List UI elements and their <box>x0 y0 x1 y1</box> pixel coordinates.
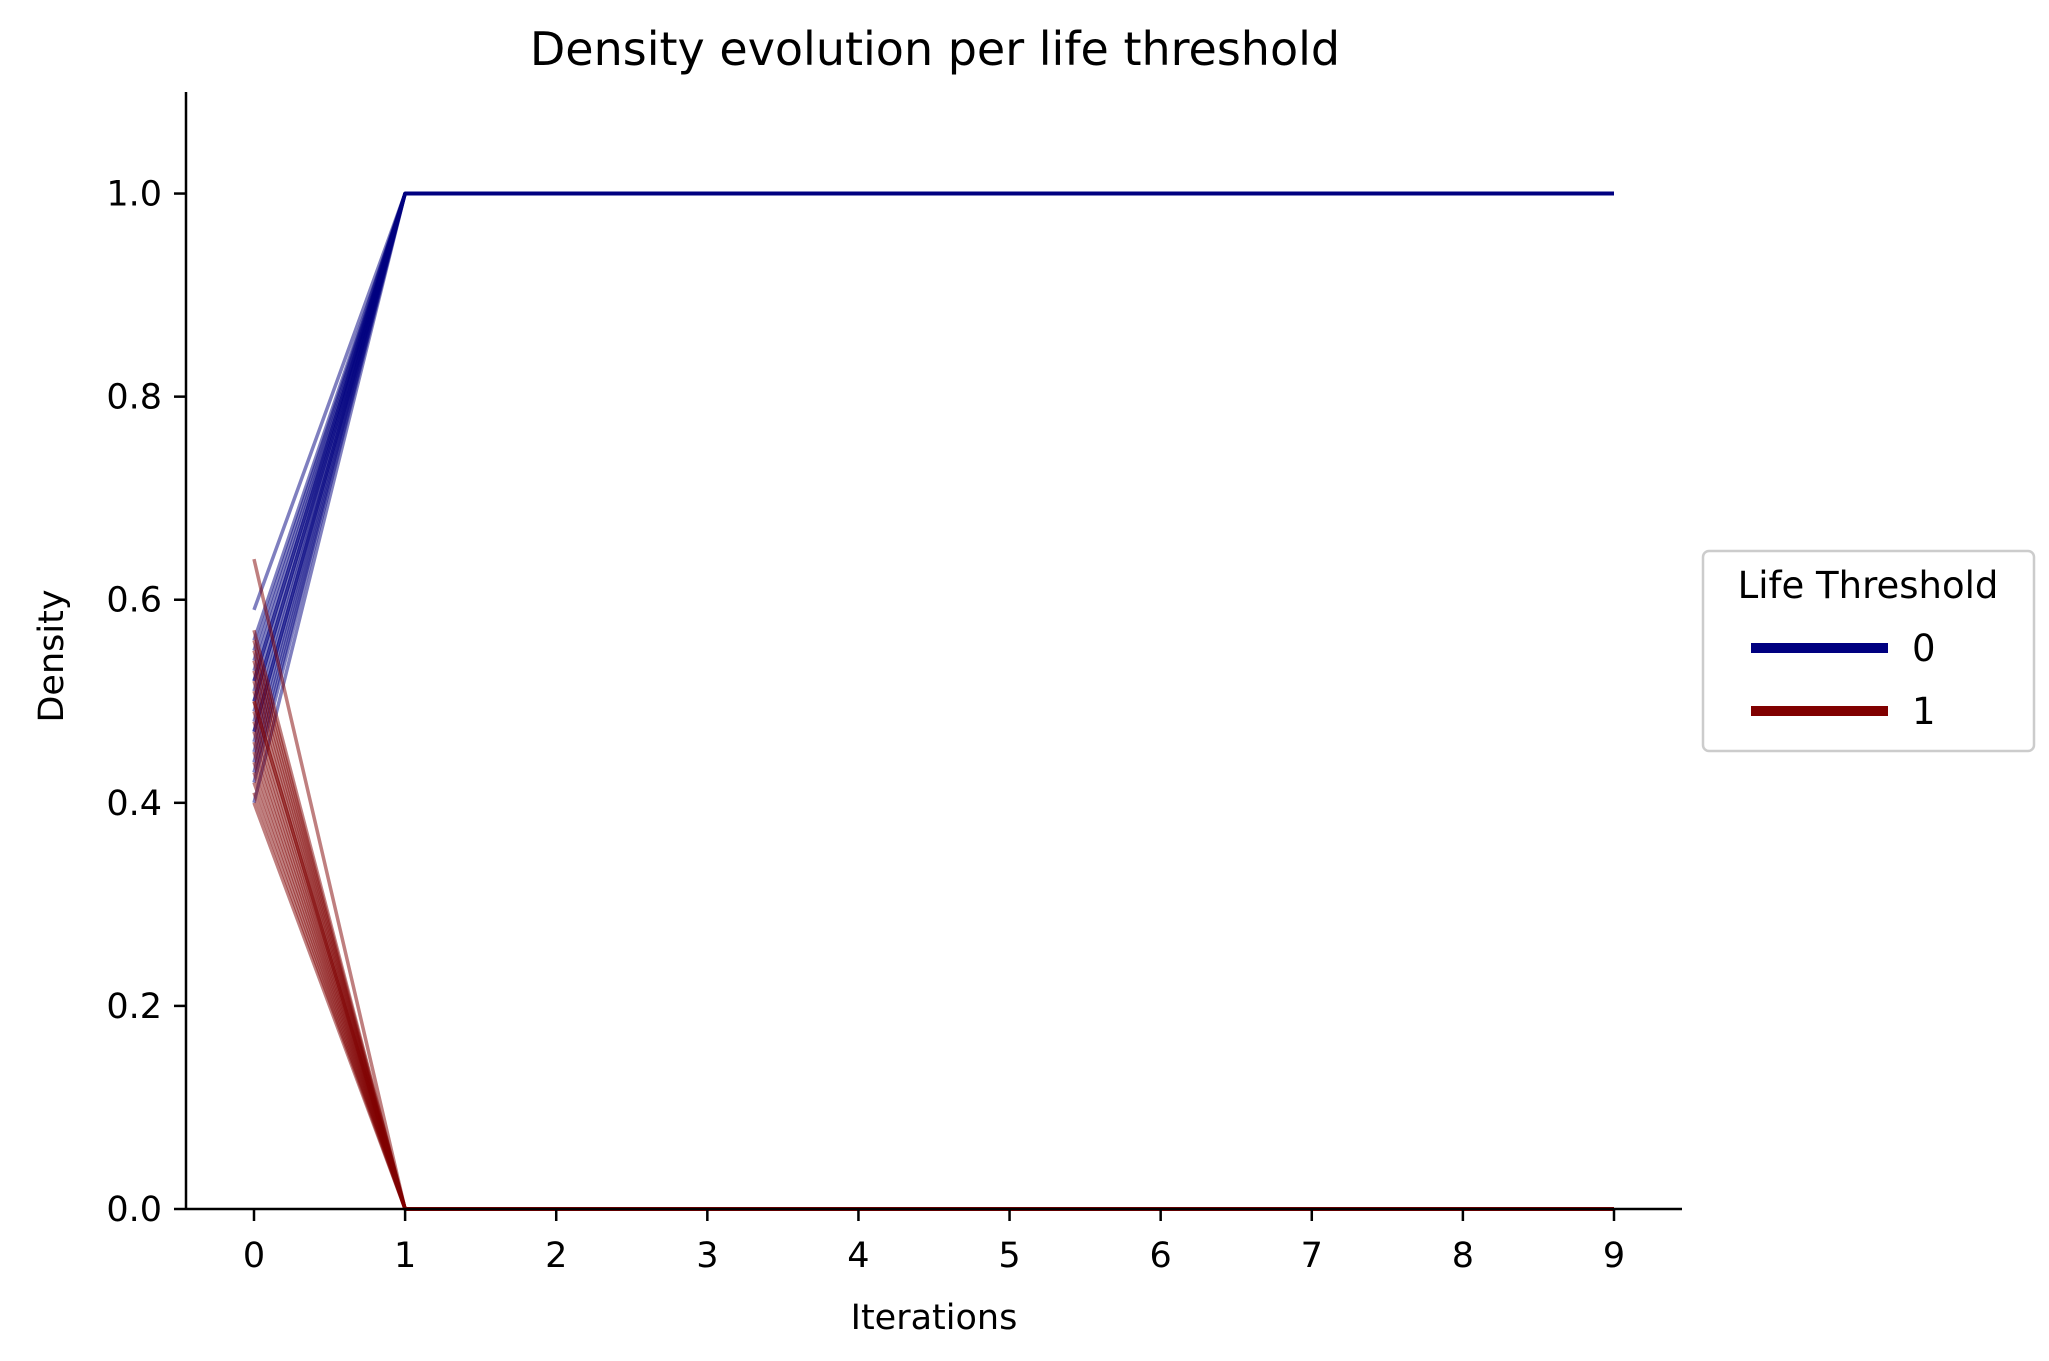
series-line-threshold-1-run-17 <box>252 792 1614 1211</box>
y-ticks: 0.0 0.2 0.4 0.6 0.8 1.0 <box>106 175 186 1230</box>
series-line-threshold-0-run-13 <box>252 191 1614 763</box>
series-line-threshold-0-run-12 <box>252 191 1614 753</box>
series-line-threshold-1-run-9 <box>252 710 1614 1211</box>
legend-label-1: 1 <box>1912 690 1936 733</box>
series-line-threshold-0-run-6 <box>252 191 1614 692</box>
series-line-threshold-0-run-11 <box>252 191 1614 743</box>
series-line-threshold-1-run-6 <box>252 680 1614 1211</box>
series-line-threshold-0-run-4 <box>252 191 1614 672</box>
y-axis-label: Density <box>32 589 72 722</box>
x-tick-label: 0 <box>243 1236 265 1276</box>
series-line-threshold-0-run-16 <box>252 191 1614 804</box>
x-ticks: 0 1 2 3 4 5 6 7 8 9 <box>243 1209 1625 1276</box>
series-line-threshold-0-run-15 <box>252 191 1614 783</box>
legend-title: Life Threshold <box>1738 564 1999 607</box>
x-tick-label: 2 <box>545 1236 567 1276</box>
series-line-threshold-1-run-2 <box>252 639 1614 1211</box>
y-tick-label: 0.4 <box>106 784 162 824</box>
series-line-threshold-1-run-10 <box>252 721 1614 1211</box>
series-line-threshold-0-run-5 <box>252 191 1614 682</box>
x-tick-label: 9 <box>1603 1236 1625 1276</box>
series-line-threshold-1-run-14 <box>252 761 1614 1211</box>
series-line-threshold-0-run-17 <box>252 191 1614 682</box>
series-line-threshold-1-run-11 <box>252 731 1614 1211</box>
series-line-threshold-1-run-3 <box>252 650 1614 1211</box>
series-line-threshold-0-run-7 <box>252 191 1614 702</box>
series-line-threshold-1-run-12 <box>252 741 1614 1211</box>
series-line-threshold-1-run-7 <box>252 690 1614 1211</box>
y-tick-label: 0.2 <box>106 987 162 1027</box>
plot-lines <box>252 191 1614 1211</box>
x-tick-label: 3 <box>696 1236 718 1276</box>
y-tick-label: 0.6 <box>106 581 162 621</box>
series-line-threshold-0-run-9 <box>252 191 1614 723</box>
series-line-threshold-1-run-19 <box>252 700 1614 1211</box>
series-line-threshold-0-run-1 <box>252 191 1614 641</box>
x-tick-label: 5 <box>998 1236 1020 1276</box>
series-line-threshold-1-run-8 <box>252 700 1614 1211</box>
legend-label-0: 0 <box>1912 627 1936 670</box>
series-line-threshold-1-run-5 <box>252 670 1614 1211</box>
series-line-threshold-0-run-8 <box>252 191 1614 712</box>
series-line-threshold-1-run-13 <box>252 751 1614 1211</box>
x-axis-label: Iterations <box>851 1298 1018 1338</box>
series-line-threshold-1-run-15 <box>252 771 1614 1211</box>
legend: Life Threshold 0 1 <box>1701 549 2036 753</box>
y-tick-label: 0.8 <box>106 378 162 418</box>
series-line-threshold-0-run-14 <box>252 191 1614 773</box>
series-line-threshold-1-run-18 <box>252 802 1614 1211</box>
series-line-threshold-0-run-18 <box>252 191 1614 702</box>
chart-title: Density evolution per life threshold <box>530 22 1340 76</box>
series-line-threshold-1-run-1 <box>252 629 1614 1211</box>
series-line-threshold-0-run-10 <box>252 191 1614 733</box>
y-tick-label: 1.0 <box>106 175 162 215</box>
series-line-threshold-1-run-4 <box>252 660 1614 1211</box>
series-line-threshold-1-run-16 <box>252 781 1614 1211</box>
series-line-threshold-0-run-0 <box>252 191 1614 611</box>
x-tick-label: 4 <box>847 1236 869 1276</box>
y-tick-label: 0.0 <box>106 1190 162 1230</box>
x-tick-label: 8 <box>1452 1236 1474 1276</box>
x-tick-label: 7 <box>1301 1236 1323 1276</box>
x-tick-label: 1 <box>394 1236 416 1276</box>
series-line-threshold-1-run-0 <box>252 558 1614 1211</box>
series-line-threshold-0-run-2 <box>252 191 1614 652</box>
x-tick-label: 6 <box>1150 1236 1172 1276</box>
series-line-threshold-0-run-19 <box>252 191 1614 733</box>
series-line-threshold-0-run-3 <box>252 191 1614 662</box>
